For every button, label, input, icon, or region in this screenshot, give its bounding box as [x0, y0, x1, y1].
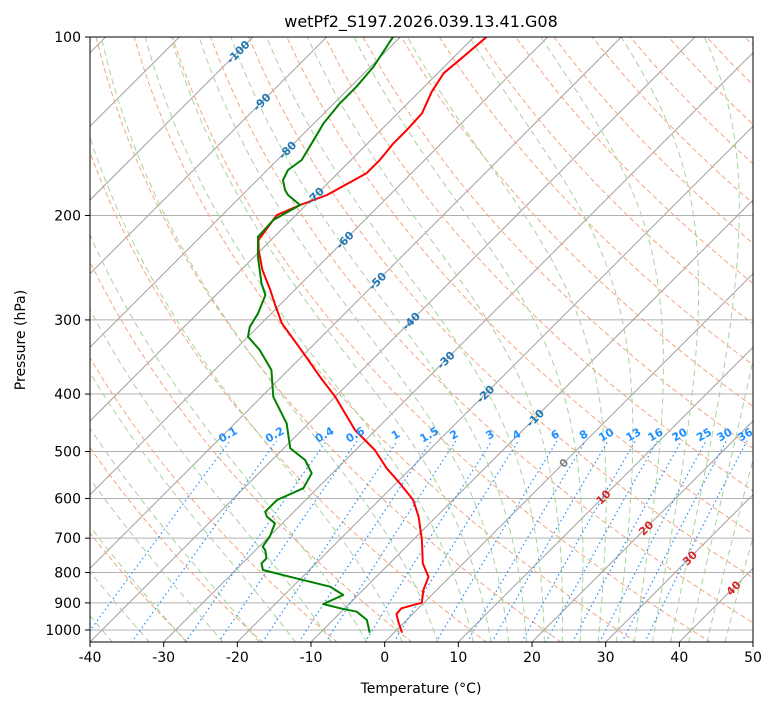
y-axis-label: Pressure (hPa)	[13, 290, 29, 390]
y-tick-label: 700	[54, 531, 81, 547]
x-tick-label: -10	[300, 650, 323, 666]
x-tick-label: 30	[597, 650, 615, 666]
y-tick-label: 400	[54, 387, 81, 403]
y-tick-label: 300	[54, 313, 81, 329]
x-tick-label: 0	[380, 650, 389, 666]
chart-title: wetPf2_S197.2026.039.13.41.G08	[284, 12, 558, 32]
y-tick-label: 500	[54, 444, 81, 460]
x-tick-label: -30	[152, 650, 175, 666]
x-tick-label: -20	[226, 650, 249, 666]
y-tick-label: 900	[54, 596, 81, 612]
x-tick-label: 10	[449, 650, 467, 666]
x-axis-label: Temperature (°C)	[360, 681, 482, 697]
y-tick-label: 1000	[45, 623, 81, 639]
x-tick-label: 50	[744, 650, 762, 666]
y-tick-label: 200	[54, 209, 81, 225]
x-tick-label: 40	[670, 650, 688, 666]
y-tick-label: 100	[54, 30, 81, 46]
x-tick-label: -40	[79, 650, 102, 666]
x-tick-label: 20	[523, 650, 541, 666]
isotherm-line	[752, 37, 775, 643]
y-tick-label: 800	[54, 566, 81, 582]
y-tick-label: 600	[54, 491, 81, 507]
